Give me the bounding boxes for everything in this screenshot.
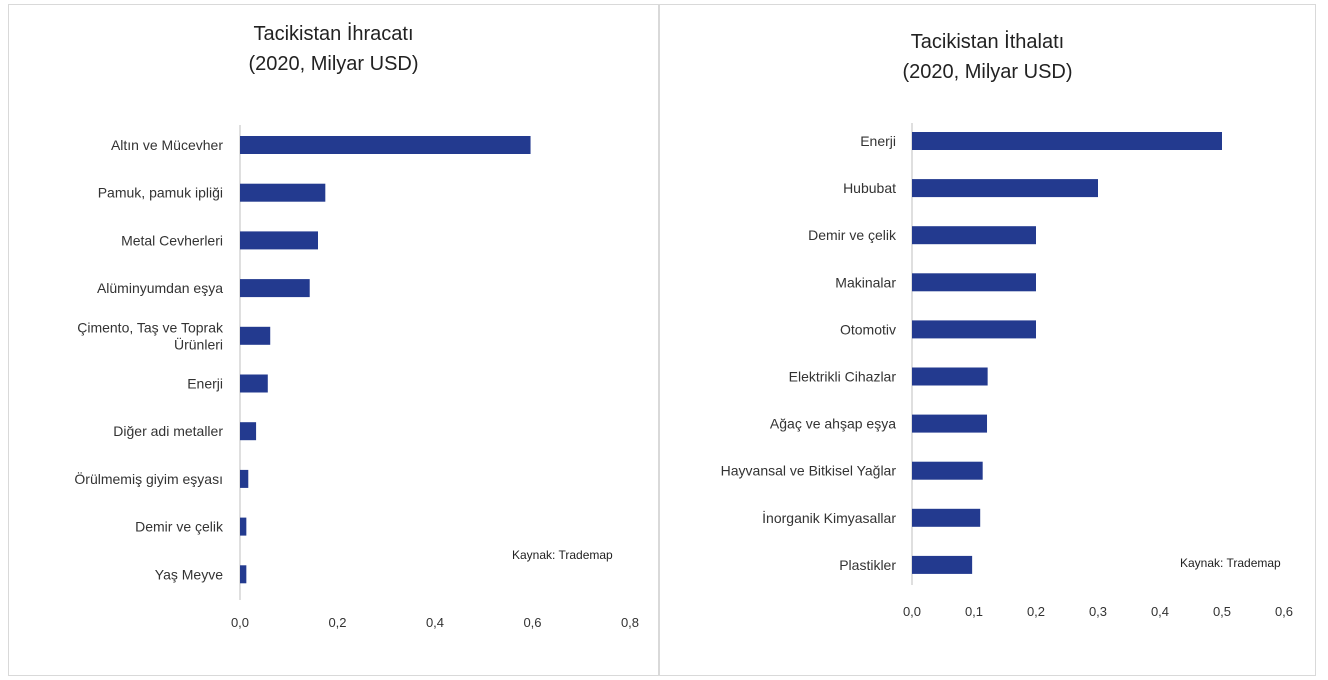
exports-bar-9 xyxy=(240,517,247,536)
exports-category-label-10: Yaş Meyve xyxy=(155,566,223,582)
exports-category-label-5-line-1: Çimento, Taş ve Toprak xyxy=(77,319,224,335)
imports-category-label-6: Elektrikli Cihazlar xyxy=(789,369,897,385)
exports-category-label-2: Pamuk, pamuk ipliği xyxy=(98,185,223,201)
exports-category-label-5-line-2: Ürünleri xyxy=(174,335,223,352)
exports-bar-3 xyxy=(240,231,318,250)
imports-bar-7 xyxy=(912,414,988,433)
exports-x-tick-label-3: 0,4 xyxy=(426,615,444,630)
exports-bar-chart: Altın ve Mücevher Pamuk, pamuk ipliği Meta… xyxy=(74,125,639,630)
imports-category-label-10: Plastikler xyxy=(839,557,896,573)
exports-category-label-6: Enerji xyxy=(187,376,223,392)
exports-x-tick-label-2: 0,2 xyxy=(328,615,346,630)
exports-category-label-7: Diğer adi metaller xyxy=(113,423,223,439)
imports-x-tick-label-4: 0,3 xyxy=(1089,604,1107,619)
imports-category-label-7: Ağaç ve ahşap eşya xyxy=(770,416,896,432)
exports-title-line1: Tacikistan İhracatı xyxy=(253,23,414,45)
imports-bar-9 xyxy=(912,508,981,527)
imports-category-label-3: Demir ve çelik xyxy=(808,227,897,243)
imports-category-label-5: Otomotiv xyxy=(840,321,896,337)
exports-category-label-8: Örülmemiş giyim eşyası xyxy=(74,470,223,487)
imports-category-label-8: Hayvansal ve Bitkisel Yağlar xyxy=(721,463,897,479)
imports-x-tick-label-2: 0,1 xyxy=(965,604,983,619)
imports-bar-6 xyxy=(912,367,988,386)
exports-category-label-9: Demir ve çelik xyxy=(135,519,224,535)
exports-bar-7 xyxy=(240,422,257,441)
exports-chart-title: Tacikistan İhracatı (2020, Milyar USD) xyxy=(9,19,658,79)
imports-source-note: Kaynak: Trademap xyxy=(1180,556,1281,570)
exports-bar-10 xyxy=(240,565,247,584)
exports-x-tick-label-4: 0,6 xyxy=(523,615,541,630)
imports-bar-chart: Enerji Hububat Demir ve çelik Makinalar Otom… xyxy=(721,123,1293,619)
imports-bar-8 xyxy=(912,461,983,480)
exports-bar-1 xyxy=(240,136,531,154)
imports-title-line2: (2020, Milyar USD) xyxy=(902,61,1073,83)
imports-category-label-1: Enerji xyxy=(860,133,896,149)
imports-category-label-4: Makinalar xyxy=(835,274,896,290)
imports-bar-2 xyxy=(912,179,1098,198)
imports-chart-panel: Tacikistan İthalatı (2020, Milyar USD) E… xyxy=(659,4,1316,676)
imports-x-tick-label-1: 0,0 xyxy=(903,604,921,619)
imports-category-label-9: İnorganik Kimyasallar xyxy=(762,509,896,526)
exports-bar-4 xyxy=(240,279,310,298)
imports-category-label-2: Hububat xyxy=(843,180,896,196)
exports-title-line2: (2020, Milyar USD) xyxy=(248,53,419,75)
imports-x-tick-label-7: 0,6 xyxy=(1275,604,1293,619)
imports-x-tick-label-5: 0,4 xyxy=(1151,604,1169,619)
imports-bar-10 xyxy=(912,555,973,574)
imports-x-tick-label-6: 0,5 xyxy=(1213,604,1231,619)
exports-x-tick-label-5: 0,8 xyxy=(621,615,639,630)
exports-category-label-1: Altın ve Mücevher xyxy=(111,137,223,153)
imports-chart-title: Tacikistan İthalatı (2020, Milyar USD) xyxy=(660,27,1315,87)
exports-category-label-3: Metal Cevherleri xyxy=(121,232,223,248)
exports-bar-2 xyxy=(240,183,326,202)
exports-bar-6 xyxy=(240,374,268,393)
imports-bar-3 xyxy=(912,226,1036,245)
exports-chart-panel: Tacikistan İhracatı (2020, Milyar USD) A… xyxy=(8,4,659,676)
imports-bar-4 xyxy=(912,273,1036,292)
exports-x-tick-label-1: 0,0 xyxy=(231,615,249,630)
imports-bar-5 xyxy=(912,320,1036,339)
exports-source-note: Kaynak: Trademap xyxy=(512,548,613,562)
exports-bar-5 xyxy=(240,326,271,345)
exports-bar-8 xyxy=(240,469,249,488)
exports-category-label-4: Alüminyumdan eşya xyxy=(97,280,223,296)
imports-bar-1 xyxy=(912,132,1222,150)
imports-title-line1: Tacikistan İthalatı xyxy=(910,31,1065,53)
imports-x-tick-label-3: 0,2 xyxy=(1027,604,1045,619)
